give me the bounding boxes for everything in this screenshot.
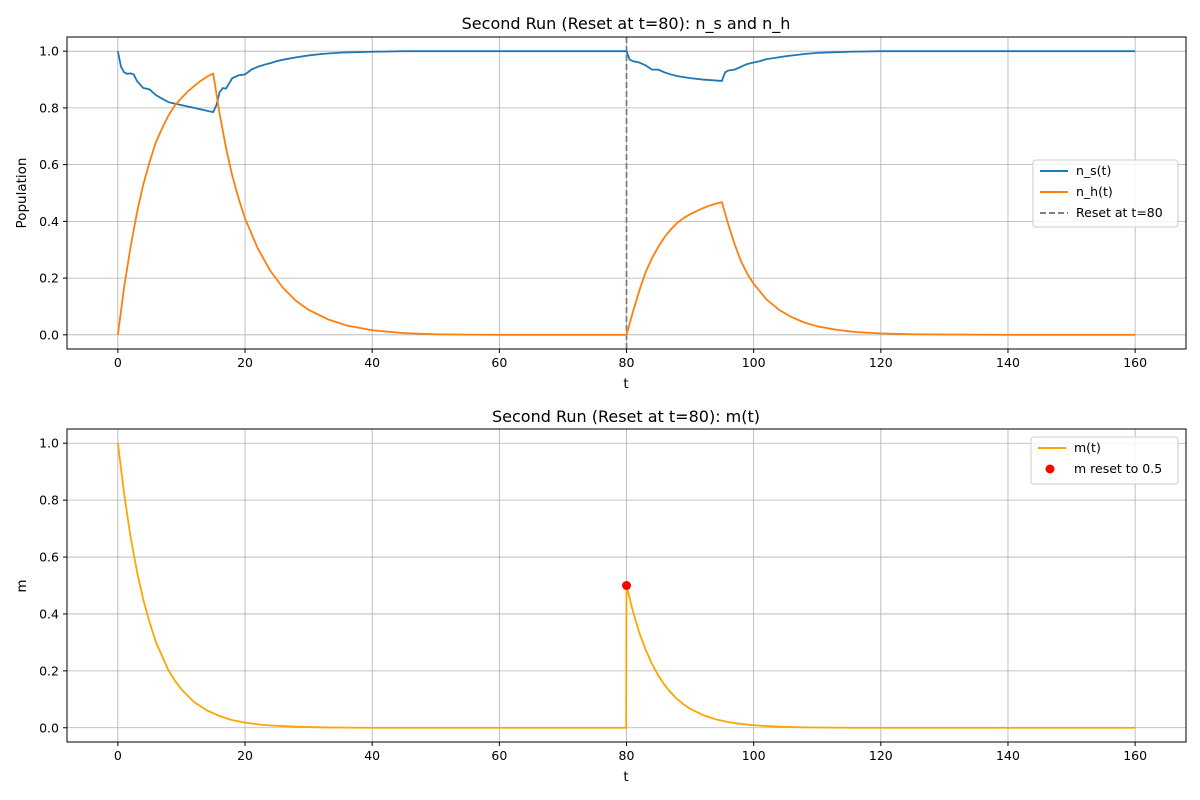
series-line-m-t [116, 443, 1136, 729]
top-ticks: 0 20 40 60 80 100 120 140 160 0.0 0.2 0.4 0.6 0.8 1.0 [39, 44, 1147, 370]
legend-label-n-h: n_h(t) [1076, 184, 1113, 199]
top-x-tick-label: 100 [742, 355, 766, 370]
top-x-tick-label: 40 [364, 355, 380, 370]
legend-swatch-m-reset [1045, 464, 1055, 474]
top-y-tick-label: 0.8 [39, 100, 59, 115]
top-x-tick-label: 80 [619, 355, 635, 370]
top-y-tick-label: 0.4 [39, 214, 59, 229]
bottom-x-tick-label: 60 [491, 748, 507, 763]
bottom-x-tick-label: 80 [619, 748, 635, 763]
legend-label-reset: Reset at t=80 [1076, 205, 1163, 220]
top-y-tick-label: 1.0 [39, 44, 59, 59]
bottom-y-tick-label: 0.6 [39, 550, 59, 565]
bottom-y-tick-label: 0.2 [39, 663, 59, 678]
bottom-y-tick-label: 1.0 [39, 436, 59, 451]
bottom-ticks: 0 20 40 60 80 100 120 140 160 0.0 0.2 0.4 0.6 0.8 1.0 [39, 436, 1147, 763]
legend-label-m-reset: m reset to 0.5 [1074, 461, 1162, 476]
top-x-tick-label: 160 [1123, 355, 1147, 370]
m-reset-point [622, 581, 631, 590]
bottom-y-tick-label: 0.4 [39, 606, 59, 621]
bottom-legend-box [1030, 436, 1179, 485]
series-line-n-h-t [116, 72, 1136, 336]
top-y-tick-label: 0.2 [39, 271, 59, 286]
top-x-axis-label: t [623, 376, 628, 392]
top-legend: n_s(t) n_h(t) Reset at t=80 [1032, 159, 1179, 228]
top-y-axis-label: Population [14, 158, 30, 229]
bottom-x-tick-label: 40 [364, 748, 380, 763]
legend-label-m: m(t) [1074, 440, 1101, 455]
top-y-tick-label: 0.6 [39, 157, 59, 172]
bottom-points [622, 581, 631, 590]
top-y-tick-label: 0.0 [39, 327, 59, 342]
bottom-y-tick-label: 0.8 [39, 493, 59, 508]
bottom-y-tick-label: 0.0 [39, 720, 59, 735]
bottom-x-tick-label: 0 [114, 748, 122, 763]
top-x-tick-label: 120 [869, 355, 893, 370]
bottom-chart-title: Second Run (Reset at t=80): m(t) [492, 407, 760, 426]
top-x-tick-label: 60 [491, 355, 507, 370]
bottom-x-tick-label: 140 [996, 748, 1020, 763]
bottom-x-tick-label: 160 [1123, 748, 1147, 763]
top-legend-box [1032, 159, 1179, 228]
bottom-x-tick-label: 100 [742, 748, 766, 763]
bottom-x-tick-label: 20 [237, 748, 253, 763]
top-x-tick-label: 20 [237, 355, 253, 370]
bottom-panel: 0 20 40 60 80 100 120 140 1600.00.20.40.60.81.0 … [14, 407, 1187, 785]
top-x-tick-label: 0 [114, 355, 122, 370]
bottom-x-axis-label: t [623, 769, 628, 785]
top-panel: 0 20 40 60 80 100 120 140 1600.00.20.40.60.81.0 … [14, 14, 1187, 392]
bottom-series [116, 443, 1136, 729]
top-x-tick-label: 140 [996, 355, 1020, 370]
legend-label-n-s: n_s(t) [1076, 163, 1111, 178]
series-line-n-s-t [116, 50, 1136, 114]
bottom-y-axis-label: m [14, 579, 30, 592]
top-series [116, 50, 1136, 336]
bottom-legend: m(t) m reset to 0.5 [1030, 436, 1179, 485]
bottom-x-tick-label: 120 [869, 748, 893, 763]
top-chart-title: Second Run (Reset at t=80): n_s and n_h [462, 14, 791, 34]
